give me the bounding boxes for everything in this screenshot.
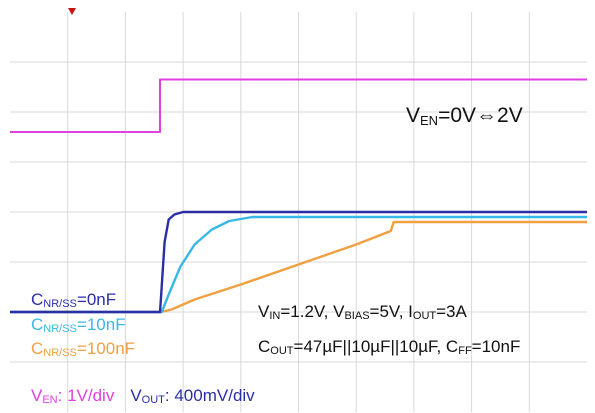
trigger-marker-icon: [68, 8, 76, 15]
legend-entry-0nf: CNR/SS=0nF: [31, 290, 117, 310]
output-scale-label: VOUT: 400mV/div: [130, 386, 255, 406]
enable-scale-label: VEN: 1V/div: [31, 386, 115, 406]
scale-caption: VEN: 1V/div VOUT: 400mV/div: [31, 386, 255, 410]
output-trace-10nf: [10, 215, 587, 314]
conditions-line-1: VIN=1.2V, VBIAS=5V, IOUT=3A: [258, 302, 467, 322]
legend-entry-100nf: CNR/SS=100nF: [31, 339, 136, 359]
enable-annotation: VEN=0V⇔2V: [406, 104, 523, 128]
output-trace-100nf: [10, 220, 587, 314]
enable-trace: [10, 78, 587, 133]
conditions-line-2: COUT=47µF||10µF||10µF, CFF=10nF: [258, 337, 521, 357]
traces: [10, 78, 587, 314]
legend-entry-10nf: CNR/SS=10nF: [31, 315, 126, 335]
output-trace-0nf: [10, 210, 587, 314]
